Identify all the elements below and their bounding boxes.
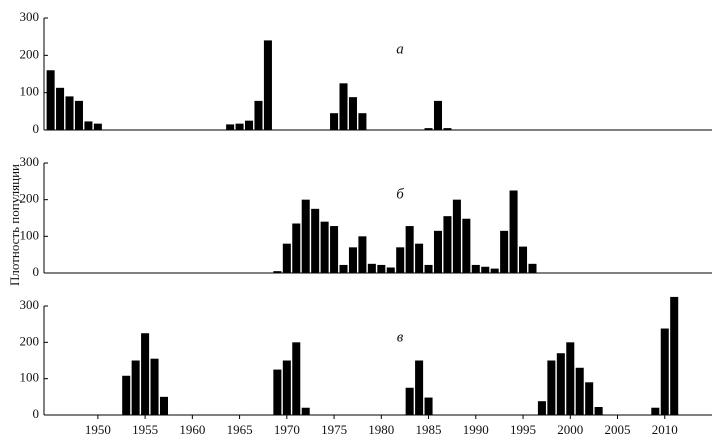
x-tick-label: 1995 — [510, 422, 536, 437]
bar — [377, 264, 386, 273]
bar — [235, 123, 244, 130]
bar — [433, 100, 443, 130]
y-tick-label: 100 — [20, 370, 40, 385]
bar — [556, 353, 565, 415]
bar — [311, 208, 320, 273]
bar — [481, 266, 490, 273]
bar — [339, 264, 348, 273]
bar — [424, 128, 433, 130]
bar — [348, 247, 357, 273]
bar — [159, 396, 169, 415]
bar — [56, 87, 65, 130]
x-tick-label: 1990 — [463, 422, 489, 437]
y-tick-label: 300 — [20, 154, 40, 169]
bar — [245, 120, 254, 130]
x-tick-label: 1965 — [227, 422, 253, 437]
x-tick-label: 1955 — [132, 422, 158, 437]
bar — [594, 407, 603, 415]
x-tick-label: 1975 — [321, 422, 347, 437]
bar — [500, 230, 509, 273]
bar — [405, 226, 414, 273]
bar — [575, 367, 584, 415]
x-tick-label: 1960 — [179, 422, 205, 437]
y-tick-label: 200 — [20, 191, 40, 206]
bar — [367, 263, 376, 273]
bar — [273, 271, 282, 273]
x-tick-label: 1985 — [416, 422, 442, 437]
bar — [263, 40, 272, 130]
bar — [292, 342, 301, 415]
y-tick-label: 200 — [20, 333, 40, 348]
x-tick-label: 2000 — [557, 422, 583, 437]
bar — [282, 243, 291, 273]
bar — [226, 124, 235, 130]
y-tick-label: 100 — [20, 84, 40, 99]
bar — [490, 268, 499, 273]
x-tick-label: 2010 — [652, 422, 678, 437]
bar — [301, 199, 310, 273]
panel-label: в — [397, 329, 404, 345]
bar — [292, 223, 301, 273]
bar — [528, 263, 537, 273]
bar — [330, 226, 339, 273]
bar — [651, 407, 660, 415]
bar — [141, 333, 150, 415]
bar — [93, 123, 102, 130]
y-tick-label: 0 — [33, 121, 40, 136]
bar — [424, 264, 433, 273]
panel-label: а — [396, 41, 404, 57]
bar — [509, 190, 518, 273]
bar — [386, 267, 395, 273]
bar — [131, 360, 140, 415]
x-tick-label: 1950 — [85, 422, 111, 437]
y-tick-label: 200 — [20, 46, 40, 61]
bar — [452, 199, 461, 273]
bar — [566, 342, 575, 415]
y-tick-label: 0 — [33, 406, 40, 421]
y-tick-label: 100 — [20, 227, 40, 242]
bar — [301, 407, 310, 415]
bar — [462, 218, 471, 273]
bar — [254, 100, 263, 130]
bar — [339, 83, 348, 130]
bar — [320, 221, 329, 273]
bar — [273, 369, 282, 415]
bar — [330, 113, 339, 130]
x-tick-label: 2005 — [605, 422, 631, 437]
bar — [585, 382, 594, 415]
bar — [471, 264, 480, 273]
bar — [424, 397, 433, 415]
bar — [433, 230, 443, 273]
y-tick-label: 300 — [20, 297, 40, 312]
bar — [443, 128, 452, 130]
y-tick-label: 0 — [33, 264, 40, 279]
panel-label: б — [396, 186, 404, 202]
y-axis-label: Плотность популяции — [7, 164, 22, 286]
x-tick-label: 1970 — [274, 422, 300, 437]
bar — [358, 236, 367, 273]
bar — [415, 243, 424, 273]
bar — [150, 358, 159, 415]
bar — [348, 97, 357, 130]
bar — [660, 328, 669, 415]
bar — [519, 246, 528, 273]
bar — [415, 360, 424, 415]
bar — [65, 96, 74, 130]
bar — [358, 113, 367, 130]
bar — [443, 216, 452, 273]
bar — [122, 375, 131, 415]
bar — [46, 70, 55, 130]
bar — [84, 121, 93, 130]
bar — [537, 401, 546, 415]
bar — [670, 296, 679, 415]
bar — [396, 247, 405, 273]
bar — [405, 387, 414, 415]
bar — [282, 360, 291, 415]
bar — [74, 100, 83, 130]
y-tick-label: 300 — [20, 9, 40, 24]
bar — [547, 360, 556, 415]
x-tick-label: 1980 — [368, 422, 394, 437]
